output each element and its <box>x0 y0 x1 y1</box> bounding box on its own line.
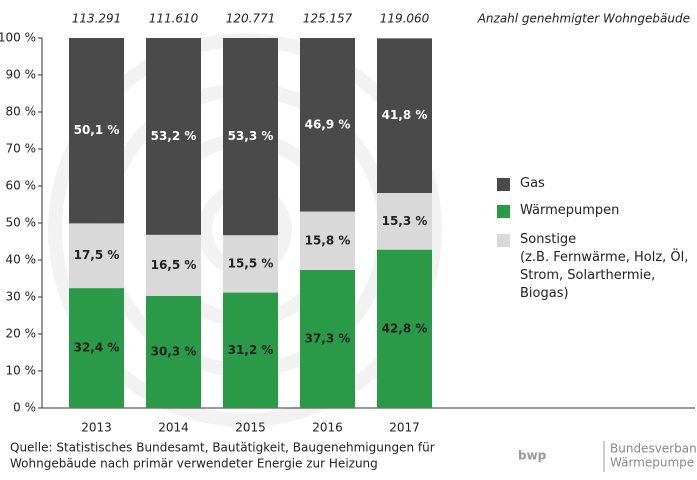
y-tick-label: 0 % <box>13 401 36 415</box>
value-label: 17,5 % <box>74 248 120 262</box>
total-label: 119.060 <box>380 12 430 26</box>
bar-segment <box>223 292 278 408</box>
bar-segment <box>300 269 355 408</box>
y-tick-label: 80 % <box>6 105 37 119</box>
legend-label: Wärmepumpen <box>520 203 620 218</box>
bar-segment <box>69 288 124 408</box>
legend-note: (z.B. Fernwärme, Holz, Öl, Strom, Solart… <box>520 250 689 301</box>
bar-segment <box>377 38 432 194</box>
totals-title: Anzahl genehmigter Wohngebäude <box>477 12 690 26</box>
logo-mark: bwp <box>518 449 547 463</box>
value-label: 46,9 % <box>305 117 351 131</box>
bar-segment <box>69 223 124 289</box>
bar-segment <box>223 38 278 236</box>
value-label: 16,5 % <box>151 258 197 272</box>
bar-segment <box>377 249 432 408</box>
value-label: 31,2 % <box>228 343 274 357</box>
bar-segment <box>300 38 355 212</box>
y-tick-label: 10 % <box>6 364 37 378</box>
total-label: 125.157 <box>303 12 353 26</box>
total-label: 111.610 <box>149 12 199 26</box>
y-tick-label: 40 % <box>6 253 37 267</box>
y-tick-label: 50 % <box>6 216 37 230</box>
y-tick-label: 70 % <box>6 142 37 156</box>
value-label: 53,2 % <box>151 129 197 143</box>
value-label: 15,3 % <box>382 214 428 228</box>
total-label: 120.771 <box>226 12 276 26</box>
value-label: 30,3 % <box>151 344 197 358</box>
y-tick-label: 90 % <box>6 68 37 82</box>
bar-segment <box>146 295 201 408</box>
x-tick-label: 2013 <box>81 421 112 435</box>
legend-label: Gas <box>520 176 545 191</box>
bar-segment <box>377 193 432 250</box>
value-label: 53,3 % <box>228 129 274 143</box>
bar-segment <box>146 38 201 235</box>
logo-text: Bundesverband <box>610 442 697 456</box>
source: Wohngebäude nach primär verwendeter Ener… <box>10 457 378 471</box>
legend-swatch <box>497 178 510 191</box>
value-label: 41,8 % <box>382 108 428 122</box>
y-tick-label: 100 % <box>0 31 36 45</box>
bar-segment <box>223 235 278 293</box>
bar-segment <box>69 38 124 224</box>
x-tick-label: 2017 <box>389 421 420 435</box>
y-tick-label: 60 % <box>6 179 37 193</box>
value-label: 15,8 % <box>305 233 351 247</box>
legend-label: Sonstige <box>520 232 577 247</box>
legend-swatch <box>497 234 510 247</box>
value-label: 15,5 % <box>228 256 274 270</box>
x-tick-label: 2015 <box>235 421 266 435</box>
x-tick-label: 2014 <box>158 421 189 435</box>
value-label: 42,8 % <box>382 321 428 335</box>
y-tick-label: 30 % <box>6 290 37 304</box>
logo-text: Wärmepumpe e.V. <box>610 456 697 470</box>
value-label: 37,3 % <box>305 331 351 345</box>
bar-segment <box>300 211 355 270</box>
bar-segment <box>146 234 201 296</box>
total-label: 113.291 <box>72 12 122 26</box>
value-label: 50,1 % <box>74 123 120 137</box>
x-tick-label: 2016 <box>312 421 343 435</box>
source: Quelle: Statistisches Bundesamt, Bautäti… <box>10 441 435 455</box>
legend-swatch <box>497 205 510 218</box>
y-tick-label: 20 % <box>6 327 37 341</box>
value-label: 32,4 % <box>74 341 120 355</box>
